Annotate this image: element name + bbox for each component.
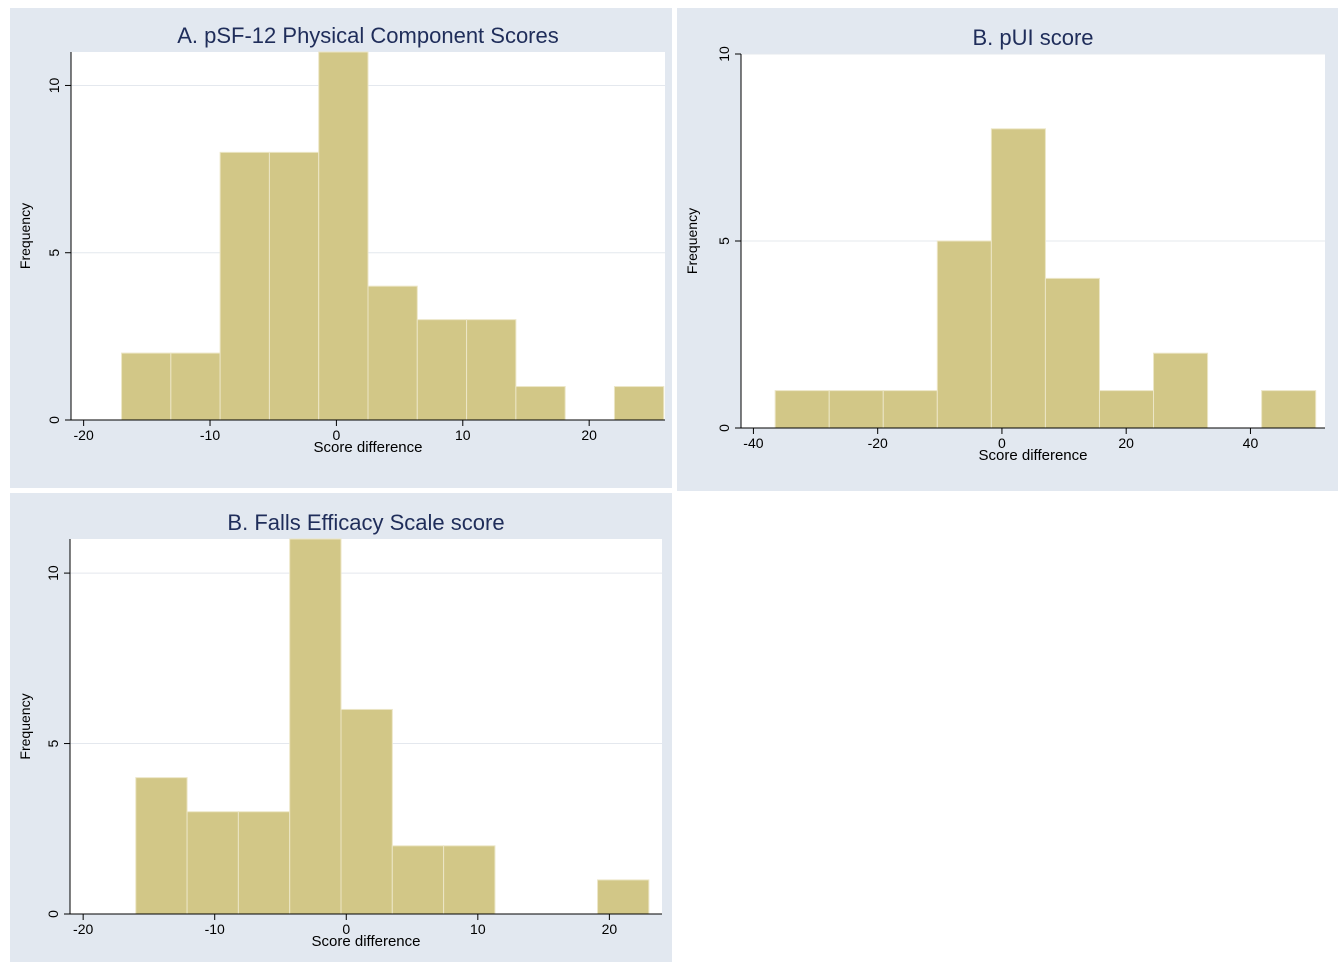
x-axis-label: Score difference [979, 447, 1088, 464]
histogram-bar [882, 390, 938, 429]
x-tick-label: -20 [74, 427, 94, 443]
histogram-bar [170, 352, 221, 421]
x-tick-label: 0 [998, 435, 1006, 451]
y-axis-label: Frequency [17, 203, 33, 269]
chart-title: B. Falls Efficacy Scale score [227, 510, 504, 535]
x-tick-label: 10 [470, 921, 486, 937]
histogram-bar [391, 845, 445, 915]
histogram-bar [219, 151, 270, 421]
histogram-bar [367, 285, 418, 421]
histogram-bar [416, 319, 468, 421]
y-tick-label: 0 [45, 910, 61, 918]
y-tick-label: 0 [46, 416, 62, 424]
x-tick-label: 20 [581, 427, 597, 443]
histogram-bar [774, 390, 830, 429]
histogram-bar [990, 128, 1046, 429]
x-tick-label: 0 [342, 921, 350, 937]
histogram-bar [1044, 277, 1100, 429]
chart-title: B. pUI score [972, 25, 1093, 50]
histogram-bar [268, 151, 320, 421]
x-tick-label: 10 [455, 427, 471, 443]
chart-title: A. pSF-12 Physical Component Scores [177, 23, 559, 48]
x-tick-label: -40 [743, 435, 763, 451]
x-tick-label: 0 [333, 427, 341, 443]
histogram-bar [466, 319, 517, 421]
histogram-bar [613, 386, 665, 421]
histogram-bar [237, 811, 291, 915]
histogram-bar [1153, 352, 1209, 429]
y-axis-label: Frequency [17, 693, 33, 759]
histogram-bar [936, 240, 992, 429]
y-tick-label: 0 [716, 424, 732, 432]
histogram-bar [186, 811, 239, 915]
histogram-bar [121, 352, 172, 421]
histogram-bar [515, 386, 566, 421]
x-tick-label: -20 [73, 921, 93, 937]
histogram-bar [597, 879, 650, 915]
y-tick-label: 5 [45, 739, 61, 747]
histogram-panel-fes: -20 -10 0 10 20 0 5 10 B. Falls Efficacy Scale s… [10, 493, 672, 962]
x-tick-label: 20 [602, 921, 618, 937]
x-tick-label: -20 [868, 435, 888, 451]
y-tick-label: 10 [716, 46, 732, 62]
x-tick-label: -10 [205, 921, 225, 937]
histogram-fes: -20 -10 0 10 20 0 5 10 B. Falls Efficacy Scale s… [17, 510, 662, 950]
y-tick-label: 10 [46, 77, 62, 93]
histogram-bar [1098, 390, 1155, 429]
y-tick-label: 5 [716, 237, 732, 245]
x-tick-label: 20 [1118, 435, 1134, 451]
y-tick-label: 10 [45, 565, 61, 581]
histogram-panel-pcs: -20 -10 0 10 20 0 5 10 A. pSF-12 Physical Compon… [10, 8, 672, 488]
histogram-bar [318, 51, 369, 421]
histogram-bar [828, 390, 884, 429]
x-tick-label: 40 [1243, 435, 1259, 451]
histogram-bar [340, 708, 393, 915]
x-tick-label: -10 [200, 427, 220, 443]
y-axis-label: Frequency [684, 208, 700, 274]
histogram-bar [289, 538, 342, 915]
x-axis-label: Score difference [314, 439, 423, 456]
histogram-panel-pui: -40 -20 0 20 40 0 5 10 B. pUI score Score differe… [677, 8, 1338, 491]
histogram-bar [135, 777, 188, 915]
y-tick-label: 5 [46, 249, 62, 257]
histogram-bar [1261, 390, 1317, 429]
histogram-pui: -40 -20 0 20 40 0 5 10 B. pUI score Score differe… [684, 25, 1325, 464]
histogram-bar [443, 845, 496, 915]
histogram-pcs: -20 -10 0 10 20 0 5 10 A. pSF-12 Physical Compon… [17, 23, 665, 456]
x-axis-label: Score difference [312, 933, 421, 950]
